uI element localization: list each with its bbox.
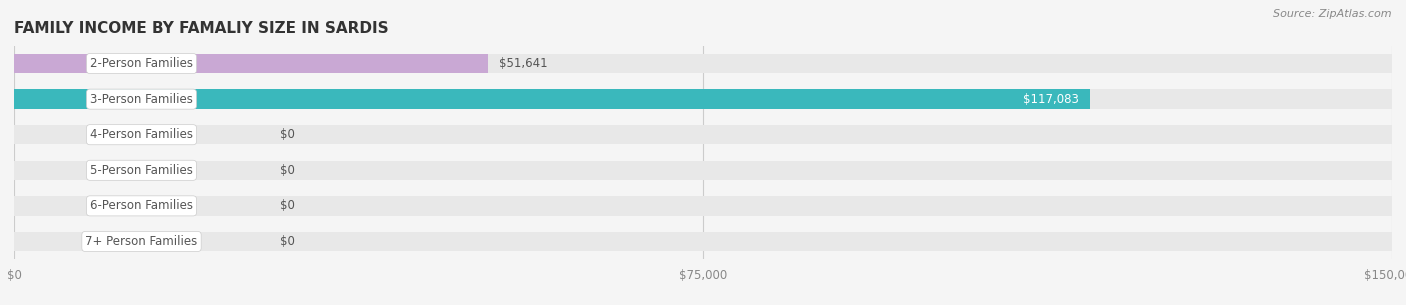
Text: $51,641: $51,641: [499, 57, 548, 70]
Text: $0: $0: [280, 235, 295, 248]
Bar: [14, 89, 1392, 109]
Bar: [14, 89, 1090, 109]
Bar: [14, 232, 1392, 251]
Text: Source: ZipAtlas.com: Source: ZipAtlas.com: [1274, 9, 1392, 19]
Text: 6-Person Families: 6-Person Families: [90, 199, 193, 212]
Bar: [14, 196, 1392, 216]
Text: 2-Person Families: 2-Person Families: [90, 57, 193, 70]
Bar: [14, 54, 1392, 73]
Text: 7+ Person Families: 7+ Person Families: [86, 235, 198, 248]
Text: FAMILY INCOME BY FAMALIY SIZE IN SARDIS: FAMILY INCOME BY FAMALIY SIZE IN SARDIS: [14, 21, 388, 36]
Text: $0: $0: [280, 128, 295, 141]
Text: 4-Person Families: 4-Person Families: [90, 128, 193, 141]
Bar: [14, 160, 1392, 180]
Bar: [14, 125, 1392, 145]
Text: $0: $0: [280, 164, 295, 177]
Text: $117,083: $117,083: [1022, 93, 1078, 106]
Bar: [14, 54, 488, 73]
Text: $0: $0: [280, 199, 295, 212]
Text: 3-Person Families: 3-Person Families: [90, 93, 193, 106]
Text: 5-Person Families: 5-Person Families: [90, 164, 193, 177]
